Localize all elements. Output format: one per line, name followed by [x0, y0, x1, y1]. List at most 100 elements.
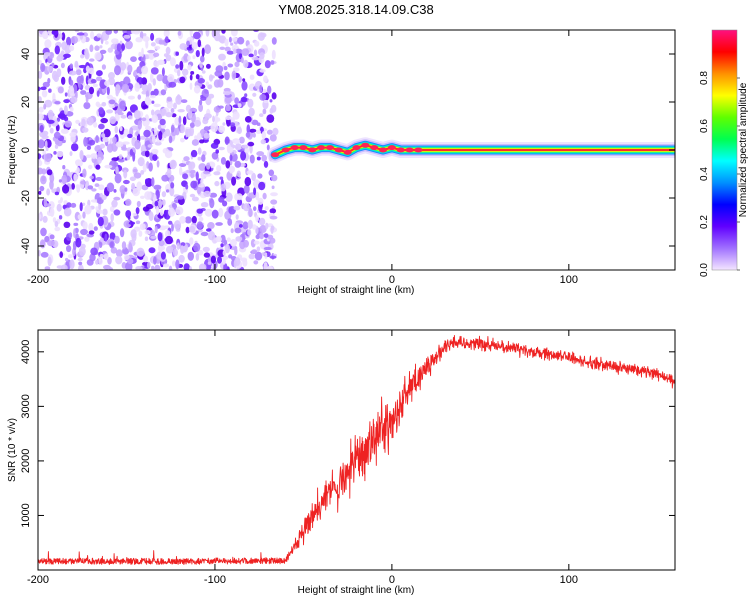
- spectrogram-noise-blob: [267, 251, 271, 257]
- spectrogram-noise-blob: [204, 113, 212, 119]
- spectrogram-noise-blob: [233, 67, 240, 72]
- spectrogram-noise-blob: [224, 95, 232, 104]
- spectrogram-noise-blob: [114, 65, 121, 76]
- spectrogram-noise-blob: [84, 204, 92, 215]
- spectrogram-noise-blob: [155, 205, 160, 215]
- spectrogram-noise-blob: [151, 177, 155, 187]
- spectrogram-noise-blob: [71, 183, 75, 190]
- spectrogram-noise-blob: [165, 245, 174, 254]
- spectrogram-noise-blob: [152, 154, 158, 162]
- spectrogram-noise-blob: [243, 59, 249, 68]
- spectrogram-noise-blob: [200, 202, 209, 208]
- spectrogram-noise-blob: [180, 242, 186, 247]
- spectrogram-noise-blob: [234, 61, 240, 68]
- spectrogram-noise-blob: [215, 117, 221, 122]
- spectrogram-noise-blob: [62, 184, 70, 194]
- spectrogram-noise-blob: [51, 30, 59, 36]
- spectrogram-noise-blob: [48, 88, 52, 93]
- spectrogram-noise-blob: [121, 241, 127, 250]
- spectrogram-noise-blob: [158, 198, 163, 209]
- spectrogram-y-tick-label: 20: [20, 96, 32, 108]
- spectrogram-noise-blob: [215, 149, 219, 154]
- spectrogram-noise-blob: [202, 70, 206, 74]
- spectrogram-noise-blob: [44, 235, 50, 243]
- spectrogram-noise-blob: [206, 228, 212, 232]
- spectrogram-noise-blob: [236, 170, 241, 178]
- figure-title: YM08.2025.318.14.09.C38: [278, 2, 433, 17]
- spectrogram-noise-blob: [259, 52, 265, 60]
- spectrogram-noise-blob: [210, 75, 215, 79]
- spectrogram-noise-blob: [153, 103, 161, 108]
- spectrogram-noise-blob: [270, 199, 278, 205]
- spectrogram-noise-blob: [64, 120, 72, 128]
- spectrogram-noise-blob: [253, 187, 257, 196]
- spectrogram-noise-blob: [191, 215, 197, 224]
- spectrogram-noise-blob: [63, 53, 71, 58]
- spectrogram-noise-blob: [269, 99, 273, 103]
- spectrogram-noise-blob: [234, 227, 242, 234]
- spectrogram-noise-blob: [60, 264, 68, 270]
- spectrogram-noise-blob: [87, 185, 94, 190]
- spectrogram-noise-blob: [269, 134, 277, 142]
- spectrogram-noise-blob: [95, 164, 101, 170]
- spectrogram-noise-blob: [41, 90, 48, 98]
- spectrogram-noise-blob: [257, 197, 264, 205]
- snr-panel: -200 -100 0 100 1000 2000 3000 4000 Height of …: [7, 329, 676, 596]
- spectrogram-noise-blob: [56, 151, 64, 158]
- spectrogram-noise-blob: [47, 256, 52, 267]
- spectrogram-noise-blob: [114, 235, 120, 244]
- spectrogram-noise-blob: [58, 53, 64, 57]
- spectrogram-noise-blob: [262, 192, 267, 200]
- spectrogram-noise-blob: [169, 186, 175, 197]
- spectrogram-noise-blob: [231, 176, 237, 186]
- spectrogram-noise-blob: [189, 122, 195, 128]
- spectrogram-noise-blob: [224, 243, 230, 254]
- spectrogram-noise-blob: [135, 131, 139, 137]
- spectrogram-noise-blob: [205, 265, 212, 270]
- spectrogram-noise-blob: [257, 173, 263, 179]
- spectrogram-noise-blob: [123, 34, 131, 39]
- spectrogram-noise-blob: [159, 225, 167, 231]
- spectrogram-noise-blob: [136, 66, 143, 75]
- spectrogram-noise-blob: [43, 103, 47, 110]
- spectrogram-noise-blob: [147, 83, 152, 92]
- spectrogram-noise-blob: [228, 36, 232, 43]
- spectrogram-noise-blob: [256, 122, 261, 126]
- spectrogram-noise-blob: [66, 36, 72, 47]
- snr-line: [38, 335, 675, 565]
- spectrogram-noise-blob: [42, 30, 49, 40]
- spectrogram-y-tick-label: 0: [20, 147, 32, 153]
- spectrogram-noise-blob: [113, 209, 121, 216]
- spectrogram-noise-blob: [238, 224, 243, 228]
- spectrogram-noise-blob: [119, 185, 126, 194]
- spectrogram-noise-blob: [38, 106, 44, 113]
- spectrogram-noise-blob: [127, 95, 135, 100]
- spectrogram-noise-blob: [89, 175, 94, 180]
- spectrogram-noise-blob: [54, 226, 61, 232]
- spectrogram-noise-blob: [196, 186, 202, 195]
- colorbar-bar: [712, 30, 737, 270]
- spectrogram-noise-blob: [93, 121, 98, 128]
- spectrogram-noise-blob: [101, 102, 107, 107]
- spectrogram-noise-blob: [186, 40, 190, 47]
- spectrogram-noise-blob: [214, 180, 220, 187]
- spectrogram-noise-blob: [173, 220, 182, 230]
- spectrogram-noise-blob: [137, 120, 142, 130]
- spectrogram-noise-blob: [118, 158, 125, 163]
- spectrogram-noise-blob: [145, 39, 149, 49]
- spectrogram-noise-blob: [40, 86, 47, 91]
- spectrogram-noise-blob: [61, 32, 66, 41]
- spectrogram-noise-blob: [266, 144, 270, 151]
- snr-x-ticks: -200 -100 0 100: [27, 330, 578, 586]
- spectrogram-noise-blob: [258, 181, 266, 191]
- spectrogram-noise-blob: [247, 98, 254, 108]
- spectrogram-noise-blob: [180, 245, 185, 254]
- spectrogram-noise-blob: [173, 102, 177, 110]
- spectrogram-noise-blob: [244, 93, 248, 98]
- spectrogram-noise-blob: [244, 116, 252, 123]
- spectrogram-noise-blob: [253, 260, 259, 265]
- spectrogram-noise-blob: [241, 48, 250, 56]
- spectrogram-noise-blob: [153, 60, 160, 67]
- spectrogram-signal-peak: [334, 147, 343, 153]
